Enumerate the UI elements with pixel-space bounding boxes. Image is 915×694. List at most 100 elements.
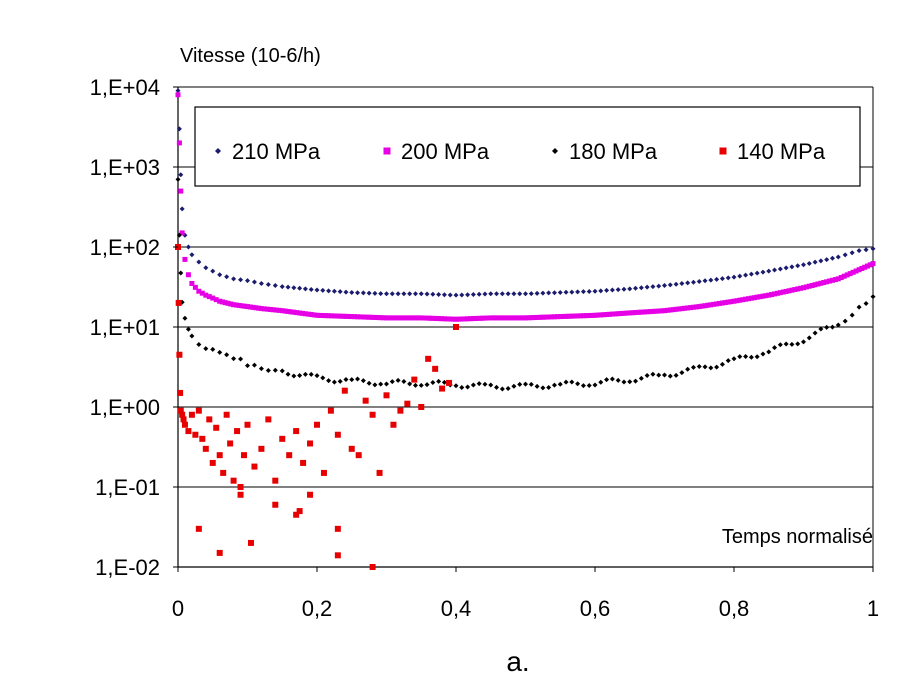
data-point (789, 341, 795, 347)
data-point (177, 389, 184, 396)
data-point (673, 281, 679, 287)
data-point (180, 416, 187, 423)
data-point (592, 382, 598, 388)
data-point (673, 372, 679, 378)
data-point (772, 345, 778, 351)
data-point (389, 291, 395, 297)
data-point (230, 477, 237, 484)
data-point (441, 292, 447, 298)
data-point (357, 314, 363, 320)
data-point (436, 291, 442, 297)
data-point (192, 431, 199, 438)
data-point (366, 290, 372, 296)
data-point (175, 88, 181, 94)
data-point (337, 378, 343, 384)
data-point (308, 286, 314, 292)
data-point (366, 314, 372, 320)
data-point (725, 275, 731, 281)
data-point (531, 315, 537, 321)
data-point (327, 407, 334, 414)
data-point (302, 311, 308, 317)
data-point (748, 354, 754, 360)
data-point (314, 421, 320, 428)
data-point (575, 289, 581, 295)
data-point (638, 375, 644, 381)
data-point (523, 315, 528, 321)
data-point (250, 304, 256, 310)
data-point (647, 309, 653, 315)
data-point (589, 312, 595, 318)
data-point (609, 311, 615, 317)
data-point (612, 311, 618, 317)
data-point (543, 314, 549, 320)
data-point (355, 376, 361, 382)
data-point (615, 287, 621, 293)
data-point (786, 288, 792, 294)
data-point (508, 315, 514, 321)
data-point (844, 272, 850, 278)
data-point (517, 381, 523, 387)
y-tick-label: 1,E+00 (90, 395, 160, 420)
data-point (196, 259, 202, 265)
data-point (258, 445, 265, 452)
data-point (708, 365, 714, 371)
data-point (499, 386, 505, 392)
data-point (178, 270, 184, 276)
x-tick-label: 1 (867, 596, 879, 621)
data-point (418, 291, 424, 297)
data-point (297, 285, 303, 291)
data-point (267, 306, 273, 312)
data-point (407, 315, 413, 321)
data-point (552, 148, 558, 154)
data-point (673, 306, 679, 312)
data-point (803, 284, 809, 290)
data-point (850, 269, 856, 275)
data-point (870, 294, 876, 300)
data-point (224, 352, 230, 358)
data-point (502, 315, 508, 321)
data-point (279, 435, 286, 442)
data-point (656, 308, 662, 314)
data-point (195, 525, 202, 532)
data-point (372, 290, 378, 296)
data-point (853, 268, 859, 274)
data-point (650, 308, 656, 314)
data-point (320, 287, 326, 293)
data-point (505, 385, 511, 391)
data-point (618, 311, 624, 317)
data-point (578, 313, 584, 319)
data-point (517, 291, 523, 297)
data-point (621, 286, 627, 292)
data-point (633, 378, 639, 384)
data-point (795, 263, 801, 269)
data-point (247, 304, 253, 310)
data-point (719, 361, 725, 367)
data-point (192, 284, 198, 290)
data-point (604, 377, 610, 383)
data-point (777, 342, 783, 348)
y-tick-label: 1,E+04 (90, 75, 160, 100)
data-point (276, 307, 282, 313)
data-point (222, 300, 228, 306)
data-point (179, 206, 185, 212)
data-point (644, 284, 650, 290)
data-point (320, 375, 326, 381)
data-point (239, 303, 245, 309)
data-point (537, 314, 543, 320)
data-point (540, 290, 546, 296)
data-point (360, 290, 366, 296)
data-point (384, 381, 389, 387)
data-point (331, 313, 337, 319)
data-point (182, 315, 188, 321)
x-tick-label: 0 (172, 596, 184, 621)
legend-item: 200 MPa (383, 139, 490, 164)
x-axis-ticks: 0 0,2 0,4 0,6 0,8 1 (172, 567, 879, 621)
data-point (789, 287, 795, 293)
data-point (725, 358, 731, 364)
data-point (411, 376, 418, 383)
data-point (705, 302, 711, 308)
data-point (418, 404, 425, 410)
data-point (517, 315, 523, 321)
data-point (842, 318, 848, 324)
data-point (199, 290, 205, 296)
